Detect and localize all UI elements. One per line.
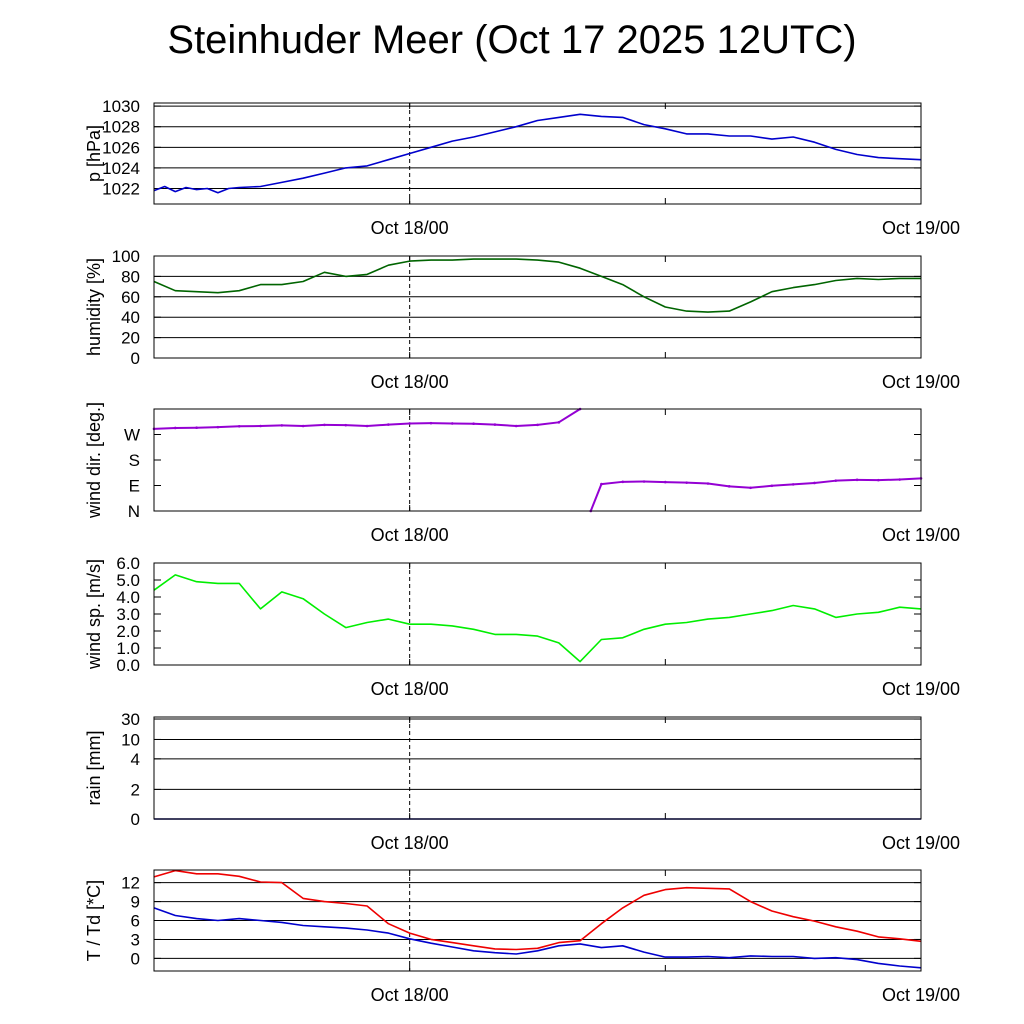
wind_speed-y-tick-label: 5.0 [116, 571, 140, 590]
wind_direction-series-segment [771, 483, 794, 487]
wind_speed-x-tick-label: Oct 18/00 [371, 679, 449, 699]
humidity-y-tick-label: 0 [131, 349, 140, 368]
wind_direction-series-segment [516, 423, 538, 427]
pressure-x-tick-label: Oct 19/00 [882, 218, 960, 238]
wind_direction-series-segment [814, 479, 836, 484]
wind_speed-y-tick-label: 2.0 [116, 622, 140, 641]
temperature-ylabel: T / Td [*C] [84, 880, 104, 961]
temperature-frame [153, 869, 922, 972]
pressure-y-tick-label: 1028 [102, 118, 140, 137]
wind_direction-series-segment [750, 484, 772, 489]
rain-y-tick-label: 30 [121, 710, 140, 729]
wind_direction-series-segment [473, 422, 495, 426]
wind_speed-y-tick-label: 1.0 [116, 639, 140, 658]
humidity-y-tick-label: 100 [112, 247, 140, 266]
rain-y-tick-label: 0 [131, 810, 140, 829]
pressure-y-tick-label: 1026 [102, 138, 140, 157]
wind_speed-y-tick-label: 4.0 [116, 588, 140, 607]
wind_speed-y-tick-label: 0.0 [116, 656, 140, 675]
rain-ylabel: rain [mm] [84, 730, 104, 805]
wind_direction-y-tick-label: W [124, 426, 140, 445]
pressure-y-tick-label: 1022 [102, 180, 140, 199]
rain-x-tick-label: Oct 19/00 [882, 833, 960, 853]
wind_direction-series-segment [366, 423, 389, 427]
wind_direction-y-tick-label: S [129, 451, 140, 470]
wind_direction-series-segment [494, 423, 517, 427]
wind_direction-series-segment [601, 480, 623, 486]
temperature-y-tick-label: 9 [131, 893, 140, 912]
humidity-y-tick-label: 80 [121, 267, 140, 286]
pressure-x-tick-label: Oct 18/00 [371, 218, 449, 238]
wind_direction-series-segment [388, 422, 410, 426]
wind_direction-series-segment [537, 421, 559, 426]
pressure-y-tick-label: 1030 [102, 97, 140, 116]
temperature-x-tick-label: Oct 19/00 [882, 985, 960, 1005]
wind_direction-series-segment [558, 408, 581, 424]
wind_direction-series-segment [835, 478, 858, 482]
temperature-y-tick-label: 0 [131, 949, 140, 968]
humidity-y-tick-label: 40 [121, 308, 140, 327]
wind_direction-frame [153, 408, 922, 512]
wind_direction-series-segment [281, 424, 304, 427]
pressure-frame [153, 102, 922, 205]
wind_speed-series-wind-speed [153, 574, 922, 663]
wind_direction-series-segment [878, 478, 900, 482]
rain-y-tick-label: 2 [131, 780, 140, 799]
wind_direction-series-segment [644, 480, 666, 484]
temperature-series-td [153, 907, 922, 969]
wind_speed-frame [153, 562, 922, 666]
humidity-series-humidity [153, 258, 921, 313]
wind_direction-series-segment [729, 485, 751, 489]
humidity-y-tick-label: 20 [121, 329, 140, 348]
rain-y-tick-label: 10 [121, 730, 140, 749]
wind_speed-y-tick-label: 3.0 [116, 605, 140, 624]
chart-title: Steinhuder Meer (Oct 17 2025 12UTC) [167, 18, 857, 62]
wind_direction-series-segment [686, 481, 708, 485]
wind_speed-ylabel: wind sp. [m/s] [84, 559, 104, 670]
wind_direction-series-segment [303, 423, 325, 427]
wind_direction-ylabel: wind dir. [deg.] [84, 402, 104, 519]
pressure-ylabel: p [hPa] [84, 125, 104, 182]
wind_direction-x-tick-label: Oct 19/00 [882, 525, 960, 545]
rain-y-tick-label: 4 [131, 750, 140, 769]
wind_direction-series-segment [217, 425, 240, 429]
humidity-ylabel: humidity [%] [84, 258, 104, 356]
humidity-frame [153, 255, 922, 359]
humidity-y-tick-label: 60 [121, 288, 140, 307]
wind_direction-series-segment [665, 481, 687, 484]
wind_direction-series-segment [345, 424, 368, 427]
rain-x-tick-label: Oct 18/00 [371, 833, 449, 853]
wind_direction-series-segment [589, 483, 603, 512]
wind_direction-y-tick-label: N [128, 502, 140, 521]
wind_direction-series-segment [260, 424, 282, 427]
pressure-series-pressure [153, 113, 922, 194]
wind_direction-series-segment [793, 481, 815, 486]
temperature-y-tick-label: 12 [121, 874, 140, 893]
rain-frame [153, 716, 922, 820]
wind_direction-series-segment [899, 477, 922, 481]
wind_direction-y-tick-label: E [129, 477, 140, 496]
pressure-y-tick-label: 1024 [102, 159, 140, 178]
temperature-y-tick-label: 3 [131, 930, 140, 949]
wind_direction-series-segment [153, 426, 176, 430]
humidity-x-tick-label: Oct 18/00 [371, 372, 449, 392]
temperature-series-t [153, 869, 922, 951]
temperature-x-tick-label: Oct 18/00 [371, 985, 449, 1005]
temperature-y-tick-label: 6 [131, 912, 140, 931]
wind_speed-y-tick-label: 6.0 [116, 554, 140, 573]
wind_speed-x-tick-label: Oct 19/00 [882, 679, 960, 699]
wind_direction-series-segment [196, 426, 218, 429]
wind_direction-x-tick-label: Oct 18/00 [371, 525, 449, 545]
humidity-x-tick-label: Oct 19/00 [882, 372, 960, 392]
wind_direction-series-segment [707, 482, 730, 488]
